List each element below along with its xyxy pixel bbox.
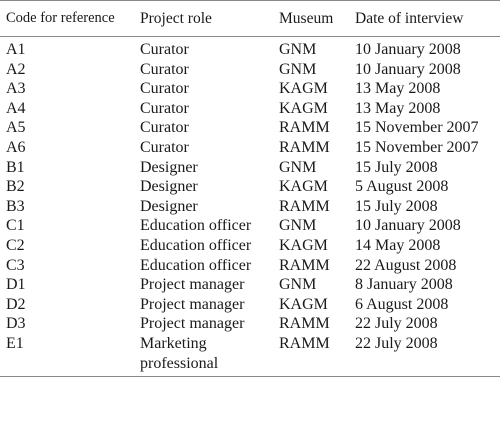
cell-museum: GNM [279,41,317,58]
header-project-role: Project role [134,0,273,37]
cell-code: B3 [6,197,25,215]
cell-role: Marketing professional [134,333,273,378]
cell-museum: GNM [279,276,317,294]
cell-museum: KAGM [279,178,328,196]
table-row: A5 Curator RAMM 15 November 2007 [0,118,500,138]
cell-date: 22 July 2008 [355,315,438,333]
cell-museum: RAMM [279,138,330,156]
cell-code: A3 [6,80,26,98]
cell-code: B2 [6,178,25,196]
cell-code: A6 [6,138,26,156]
cell-date: 15 July 2008 [355,158,438,176]
cell-museum: GNM [279,217,317,235]
cell-code: C1 [6,217,25,235]
table-row: B3 Designer RAMM 15 July 2008 [0,197,500,217]
cell-museum: KAGM [279,99,328,117]
cell-museum: RAMM [273,333,349,378]
cell-museum: KAGM [279,80,328,98]
table-row: C3 Education officer RAMM 22 August 2008 [0,256,500,276]
interview-table: Code for reference Project role Museum D… [0,0,500,378]
cell-date: 15 November 2007 [355,119,479,137]
cell-code: D3 [6,315,26,333]
cell-museum: KAGM [279,236,328,254]
cell-role: Curator [140,60,189,78]
cell-role: Curator [140,99,189,117]
cell-date: 15 July 2008 [355,197,438,215]
cell-museum: RAMM [279,197,330,215]
cell-role: Curator [140,119,189,137]
cell-date: 10 January 2008 [355,41,461,58]
cell-museum: RAMM [279,315,330,333]
cell-code: C2 [6,236,25,254]
cell-date: 22 July 2008 [349,333,500,378]
cell-date: 6 August 2008 [355,295,449,313]
table-row: A1 Curator GNM 10 January 2008 [0,37,500,60]
table-row: C2 Education officer KAGM 14 May 2008 [0,236,500,256]
cell-code: A1 [6,41,26,58]
cell-museum: GNM [279,60,317,78]
cell-code: D2 [6,295,26,313]
cell-role: Designer [140,197,198,215]
cell-date: 22 August 2008 [355,256,457,274]
table-row: B1 Designer GNM 15 July 2008 [0,158,500,178]
header-date-of-interview: Date of interview [349,0,500,37]
cell-role: Education officer [140,217,252,235]
cell-role: Curator [140,80,189,98]
cell-date: 13 May 2008 [355,80,441,98]
cell-museum: KAGM [279,295,328,313]
cell-date: 10 January 2008 [355,60,461,78]
table-row: D2 Project manager KAGM 6 August 2008 [0,295,500,315]
cell-museum: RAMM [279,256,330,274]
cell-role: Project manager [140,315,245,333]
table-row: A6 Curator RAMM 15 November 2007 [0,138,500,158]
cell-code: D1 [6,276,26,294]
table-row: A4 Curator KAGM 13 May 2008 [0,99,500,119]
cell-date: 15 November 2007 [355,138,479,156]
cell-role: Education officer [140,236,252,254]
table-header-row: Code for reference Project role Museum D… [0,0,500,37]
table-row: A3 Curator KAGM 13 May 2008 [0,79,500,99]
cell-code: A4 [6,99,26,117]
table-row: C1 Education officer GNM 10 January 2008 [0,216,500,236]
cell-museum: RAMM [279,119,330,137]
table-row: A2 Curator GNM 10 January 2008 [0,60,500,80]
cell-role: Curator [140,41,189,58]
cell-date: 8 January 2008 [355,276,453,294]
cell-code: B1 [6,158,25,176]
table-row: B2 Designer KAGM 5 August 2008 [0,177,500,197]
cell-code: A2 [6,60,26,78]
cell-role: Project manager [140,276,245,294]
cell-code: A5 [6,119,26,137]
header-museum: Museum [273,0,349,37]
table-row: E1 Marketing professional RAMM 22 July 2… [0,333,500,378]
cell-museum: GNM [279,158,317,176]
header-code: Code for reference [0,0,134,37]
table-row: D3 Project manager RAMM 22 July 2008 [0,314,500,334]
table-row: D1 Project manager GNM 8 January 2008 [0,275,500,295]
cell-date: 5 August 2008 [355,178,449,196]
cell-date: 13 May 2008 [355,99,441,117]
cell-role: Project manager [140,295,245,313]
cell-role: Designer [140,178,198,196]
cell-date: 10 January 2008 [355,217,461,235]
cell-role: Designer [140,158,198,176]
cell-date: 14 May 2008 [355,236,441,254]
cell-role: Education officer [140,256,252,274]
cell-code: E1 [0,333,134,378]
cell-role: Curator [140,138,189,156]
cell-code: C3 [6,256,25,274]
